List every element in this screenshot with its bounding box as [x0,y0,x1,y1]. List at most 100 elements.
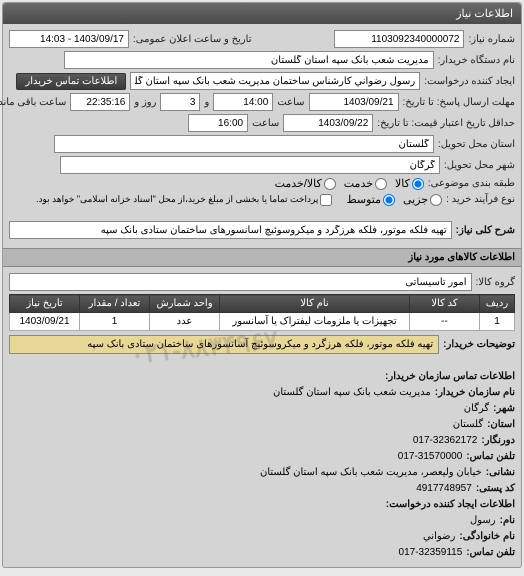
th-row: ردیف [480,295,515,313]
contact-lastname: نام خانوادگی: رضواني [9,529,515,545]
row-province: استان محل تحویل: [9,135,515,153]
validity-date-input[interactable] [283,114,373,132]
process-radios: جزیی متوسط [346,193,442,206]
validity-time-input[interactable] [188,114,248,132]
row-response-deadline: مهلت ارسال پاسخ: تا تاریخ: ساعت و روز و … [9,93,515,111]
contact-address: نشانی: خیابان ولیعصر، مدیریت شعب بانک سپ… [9,465,515,481]
fax-label: دورنگار: [481,433,515,449]
table-row[interactable]: 1--تجهیزات یا ملزومات لیفتراک یا آسانسور… [10,313,515,331]
radio-partial[interactable]: جزیی [403,193,442,206]
table-cell: 1 [80,313,150,331]
addr-label: نشانی: [486,465,515,481]
response-time-input[interactable] [213,93,273,111]
table-cell: 1 [480,313,515,331]
requester-label: ایجاد کننده درخواست: [424,76,515,87]
panel-title: اطلاعات نیاز [3,3,521,24]
days-label: روز و [134,97,156,108]
radio-goods-service-input[interactable] [324,178,336,190]
payment-check[interactable]: پرداخت تماما یا بخشی از مبلغ خرید،از محل… [36,194,332,206]
remaining-label: ساعت باقی مانده [0,97,66,108]
contact-fax: دورنگار: 017-32362172 [9,433,515,449]
notes-label: توضیحات خریدار: [443,339,515,350]
phone-value: 017-31570000 [398,449,463,465]
contact-button[interactable]: اطلاعات تماس خریدار [16,73,126,90]
c-prov-label: استان: [487,417,515,433]
validity-label: حداقل تاریخ اعتبار قیمت: تا تاریخ: [377,118,515,129]
days-and: و [204,97,209,108]
postal-label: کد پستی: [476,481,515,497]
time-label-1: ساعت [277,97,304,108]
lastname-value: رضواني [423,529,455,545]
date-label: تاریخ و ساعت اعلان عمومی: [133,34,252,45]
radio-medium-input[interactable] [383,194,395,206]
payment-checkbox[interactable] [320,194,332,206]
c-city-label: شهر: [493,401,515,417]
row-buyer-notes: توضیحات خریدار: تهیه فلکه موتور، فلکه هر… [9,335,515,354]
table-header-row: ردیف کد کالا نام کالا واحد شمارش تعداد /… [10,295,515,313]
radio-goods-label: کالا [395,177,410,190]
table-cell: عدد [150,313,220,331]
contact-section: اطلاعات تماس سازمان خریدار: نام سازمان خ… [3,363,521,567]
group-label: گروه کالا: [476,277,515,288]
contact-province: استان: گلستان [9,417,515,433]
req-phone-label: تلفن تماس: [466,545,515,561]
notes-value: تهیه فلکه موتور، فلکه هرزگرد و میکروسوئی… [9,335,439,354]
radio-service-input[interactable] [375,178,387,190]
process-label: نوع فرآیند خرید : [446,194,515,205]
phone-label: تلفن تماس: [466,449,515,465]
c-prov-value: گلستان [453,417,483,433]
radio-partial-input[interactable] [430,194,442,206]
radio-medium-label: متوسط [346,193,381,206]
row-need-title: شرح کلی نیاز: [9,221,515,239]
name-label: نام: [500,513,515,529]
row-process: نوع فرآیند خرید : جزیی متوسط پرداخت تمام… [9,193,515,206]
ref-input[interactable] [334,30,464,48]
row-ref: شماره نیاز: تاریخ و ساعت اعلان عمومی: [9,30,515,48]
contact-header: اطلاعات تماس سازمان خریدار: [9,369,515,385]
remaining-input [70,93,130,111]
contact-name: نام: رسول [9,513,515,529]
response-label: مهلت ارسال پاسخ: تا تاریخ: [403,97,515,108]
time-label-2: ساعت [252,118,279,129]
req-phone-value: 017-32359115 [399,545,463,561]
radio-goods-service-label: کالا/خدمت [275,177,322,190]
form-body: شماره نیاز: تاریخ و ساعت اعلان عمومی: نا… [3,24,521,248]
requester-header: اطلاعات ایجاد کننده درخواست: [9,497,515,513]
ref-label: شماره نیاز: [468,34,515,45]
need-title-input[interactable] [9,221,452,239]
row-requester: ایجاد کننده درخواست: اطلاعات تماس خریدار [9,72,515,90]
province-input[interactable] [54,135,434,153]
radio-service-label: خدمت [344,177,373,190]
radio-service[interactable]: خدمت [344,177,387,190]
table-cell: 1403/09/21 [10,313,80,331]
group-input[interactable] [9,273,472,291]
goods-table: ردیف کد کالا نام کالا واحد شمارش تعداد /… [9,294,515,331]
contact-phone: تلفن تماس: 017-31570000 [9,449,515,465]
buyer-input [64,51,434,69]
city-input[interactable] [60,156,440,174]
days-input[interactable] [160,93,200,111]
th-qty: تعداد / مقدار [80,295,150,313]
city-label: شهر محل تحویل: [444,160,515,171]
th-code: کد کالا [410,295,480,313]
th-unit: واحد شمارش [150,295,220,313]
row-validity: حداقل تاریخ اعتبار قیمت: تا تاریخ: ساعت [9,114,515,132]
requester-input [130,72,420,90]
contact-req-phone: تلفن تماس: 017-32359115 [9,545,515,561]
radio-medium[interactable]: متوسط [346,193,395,206]
date-input [9,30,129,48]
province-label: استان محل تحویل: [438,139,515,150]
radio-goods-service[interactable]: کالا/خدمت [275,177,336,190]
row-category: طبقه بندی موضوعی: کالا خدمت کالا/خدمت [9,177,515,190]
row-buyer: نام دستگاه خریدار: [9,51,515,69]
th-name: نام کالا [220,295,410,313]
row-city: شهر محل تحویل: [9,156,515,174]
radio-goods[interactable]: کالا [395,177,424,190]
table-cell: -- [410,313,480,331]
contact-city: شهر: گرگان [9,401,515,417]
radio-partial-label: جزیی [403,193,428,206]
response-date-input[interactable] [309,93,399,111]
radio-goods-input[interactable] [412,178,424,190]
need-title-label: شرح کلی نیاز: [456,225,515,236]
org-value: مدیریت شعب بانک سپه استان گلستان [273,385,431,401]
